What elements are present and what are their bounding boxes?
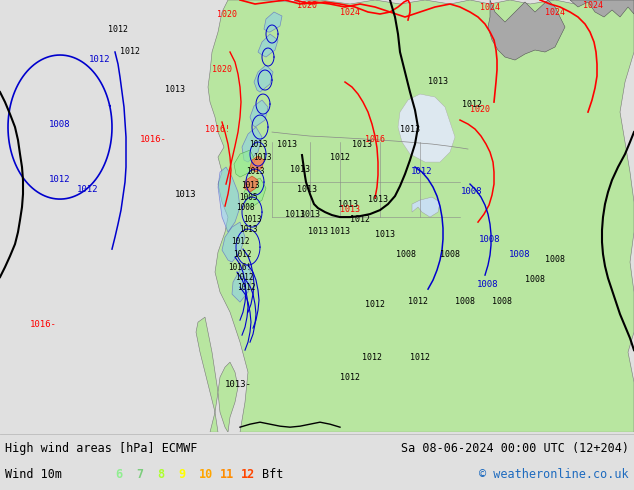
Text: 1012: 1012 (77, 185, 99, 194)
Polygon shape (258, 34, 278, 57)
Text: 1013: 1013 (285, 210, 305, 219)
Text: 1013: 1013 (246, 167, 264, 176)
Text: 1008: 1008 (492, 297, 512, 306)
Text: 1013: 1013 (428, 77, 448, 86)
Text: 1024: 1024 (545, 8, 565, 17)
Text: 1013: 1013 (290, 165, 310, 174)
Text: Sa 08-06-2024 00:00 UTC (12+204): Sa 08-06-2024 00:00 UTC (12+204) (401, 441, 629, 455)
Polygon shape (570, 0, 634, 17)
Text: 1013: 1013 (243, 215, 261, 224)
Text: 1013: 1013 (249, 140, 268, 149)
Text: 1013: 1013 (400, 125, 420, 134)
Text: 1012: 1012 (120, 47, 140, 56)
Text: 1016-: 1016- (30, 320, 57, 329)
Text: 1013: 1013 (300, 210, 320, 219)
Text: 1013: 1013 (241, 181, 259, 190)
Text: 1012: 1012 (330, 153, 350, 162)
Polygon shape (250, 156, 264, 172)
Text: 1008: 1008 (440, 250, 460, 259)
Text: 1020: 1020 (212, 65, 232, 74)
Polygon shape (222, 222, 245, 262)
Text: 1013: 1013 (375, 230, 395, 239)
Text: 1008: 1008 (455, 297, 475, 306)
Text: 1012: 1012 (365, 300, 385, 309)
Text: 1013: 1013 (297, 185, 317, 194)
Text: 1008: 1008 (396, 250, 416, 259)
Text: 1008: 1008 (477, 280, 499, 289)
Text: 1013: 1013 (338, 200, 358, 209)
Text: 1013: 1013 (239, 225, 257, 234)
Text: 1013: 1013 (175, 190, 197, 199)
Text: 1016-: 1016- (140, 135, 167, 144)
Text: 1013: 1013 (340, 205, 360, 214)
Text: Bft: Bft (262, 467, 283, 481)
Polygon shape (264, 12, 282, 32)
Text: 1008: 1008 (49, 120, 71, 129)
Text: 1008: 1008 (525, 275, 545, 284)
Text: 1024: 1024 (583, 1, 603, 10)
Text: © weatheronline.co.uk: © weatheronline.co.uk (479, 467, 629, 481)
Text: 12: 12 (241, 467, 256, 481)
Text: High wind areas [hPa] ECMWF: High wind areas [hPa] ECMWF (5, 441, 197, 455)
Text: 1008: 1008 (462, 187, 482, 196)
Text: 1008: 1008 (509, 250, 531, 259)
Text: 1013: 1013 (308, 227, 328, 236)
Text: 1012: 1012 (233, 250, 251, 259)
Text: 1020: 1020 (217, 10, 237, 19)
Text: 1012: 1012 (231, 237, 249, 246)
Polygon shape (232, 264, 252, 302)
Text: 1012: 1012 (108, 25, 128, 34)
Text: 1012: 1012 (350, 215, 370, 224)
Text: 1012: 1012 (462, 100, 482, 109)
Polygon shape (218, 167, 240, 232)
Text: 1016!: 1016! (205, 125, 231, 134)
Text: 1008: 1008 (236, 203, 254, 212)
Polygon shape (250, 100, 268, 127)
Polygon shape (218, 362, 238, 432)
Text: Wind 10m: Wind 10m (5, 467, 62, 481)
Text: 1012: 1012 (236, 283, 256, 292)
Text: 1016!: 1016! (228, 263, 252, 272)
Text: 1012: 1012 (362, 353, 382, 362)
Text: 1016: 1016 (365, 135, 385, 144)
Text: 1020: 1020 (297, 1, 317, 10)
Polygon shape (242, 127, 262, 162)
Text: 1012: 1012 (410, 353, 430, 362)
Text: 1012: 1012 (49, 175, 71, 184)
Polygon shape (234, 150, 255, 177)
Text: 1013: 1013 (253, 153, 271, 162)
Polygon shape (254, 65, 273, 92)
Text: 1012: 1012 (340, 373, 360, 382)
Text: 1013: 1013 (330, 227, 350, 236)
Polygon shape (488, 0, 565, 60)
Text: 1008: 1008 (479, 235, 501, 244)
Text: 1013: 1013 (352, 140, 372, 149)
Text: 1012: 1012 (408, 297, 428, 306)
Text: 11: 11 (220, 467, 234, 481)
Text: 1012: 1012 (89, 55, 111, 64)
Polygon shape (244, 178, 266, 207)
Text: 1013: 1013 (165, 85, 185, 94)
Text: 1012: 1012 (411, 167, 433, 176)
Text: 1020: 1020 (470, 105, 490, 114)
Polygon shape (398, 94, 455, 162)
Text: 1013-: 1013- (225, 380, 252, 389)
Text: 7: 7 (136, 467, 143, 481)
Polygon shape (196, 317, 218, 432)
Polygon shape (208, 0, 634, 432)
Text: 1013: 1013 (277, 140, 297, 149)
Text: 1013: 1013 (368, 195, 388, 204)
Text: 9: 9 (178, 467, 185, 481)
Text: 10: 10 (199, 467, 213, 481)
Text: 1024: 1024 (340, 8, 360, 17)
Text: 1024: 1024 (480, 3, 500, 12)
Text: 8: 8 (157, 467, 164, 481)
Text: 1005: 1005 (239, 193, 257, 202)
Polygon shape (412, 197, 440, 217)
Text: 1008: 1008 (545, 255, 565, 264)
Polygon shape (244, 176, 258, 192)
Text: 1012: 1012 (235, 273, 253, 282)
Text: 6: 6 (115, 467, 122, 481)
